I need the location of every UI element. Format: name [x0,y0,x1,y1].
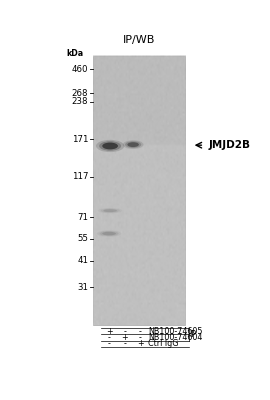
Ellipse shape [102,232,116,235]
Text: 55: 55 [77,234,88,244]
Text: NB100-74604: NB100-74604 [148,333,202,342]
Ellipse shape [100,231,119,236]
Text: NB100-74605: NB100-74605 [148,327,202,336]
Text: +: + [137,339,144,348]
Text: -: - [123,339,126,348]
Text: 41: 41 [77,256,88,265]
Text: 171: 171 [72,135,88,144]
Text: -: - [108,339,110,348]
Text: 117: 117 [72,172,88,182]
Text: -: - [139,327,142,336]
Ellipse shape [98,208,122,213]
Text: IP: IP [190,330,197,339]
Ellipse shape [103,209,117,212]
Ellipse shape [125,141,141,148]
Ellipse shape [97,230,121,237]
Ellipse shape [96,140,124,152]
Ellipse shape [123,140,143,149]
Text: 268: 268 [72,89,88,98]
Text: kDa: kDa [67,49,84,58]
Bar [93,56,185,325]
Text: 71: 71 [77,213,88,222]
Text: -: - [123,327,126,336]
Ellipse shape [101,209,120,213]
Text: 238: 238 [72,97,88,106]
Text: IP/WB: IP/WB [123,35,156,45]
Text: -: - [139,333,142,342]
Text: Ctrl IgG: Ctrl IgG [148,339,178,348]
Text: +: + [122,333,128,342]
Ellipse shape [102,142,118,149]
Text: 31: 31 [77,283,88,292]
Text: +: + [106,327,112,336]
Text: 460: 460 [72,65,88,74]
Ellipse shape [99,141,121,151]
Ellipse shape [127,142,139,147]
Text: -: - [108,333,110,342]
Text: JMJD2B: JMJD2B [208,140,251,150]
